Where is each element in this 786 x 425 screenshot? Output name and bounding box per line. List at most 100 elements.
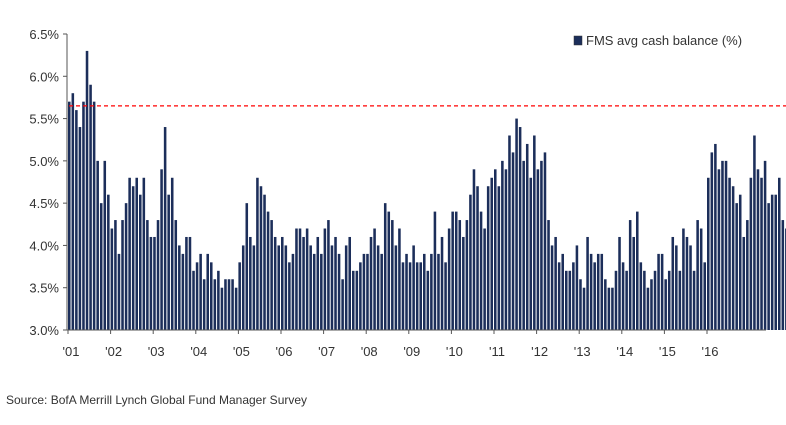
bar xyxy=(391,220,394,330)
x-tick-label: '03 xyxy=(148,344,165,359)
bar xyxy=(117,253,121,330)
bar xyxy=(344,245,348,330)
bar xyxy=(398,228,401,330)
bar xyxy=(675,245,678,330)
bar xyxy=(75,110,78,330)
bar xyxy=(355,270,359,330)
bar xyxy=(252,245,256,330)
bar xyxy=(650,279,653,330)
bar xyxy=(561,253,564,330)
bar xyxy=(202,279,206,330)
bar xyxy=(387,211,391,330)
x-tick-label: '01 xyxy=(63,344,80,359)
bar xyxy=(288,262,291,330)
bar xyxy=(639,262,643,330)
bar xyxy=(458,220,462,330)
y-tick-label: 6.5% xyxy=(29,27,59,42)
bar xyxy=(479,211,483,330)
bar xyxy=(682,228,685,330)
bar xyxy=(671,236,675,330)
bar xyxy=(103,160,107,330)
bar xyxy=(547,220,550,330)
bar xyxy=(362,253,366,330)
bar xyxy=(536,169,540,330)
bar xyxy=(657,253,660,330)
x-tick-label: '07 xyxy=(318,344,335,359)
y-tick-label: 4.5% xyxy=(29,196,59,211)
legend-label: FMS avg cash balance (%) xyxy=(586,33,742,48)
bar xyxy=(781,220,785,330)
bars-group xyxy=(68,50,786,331)
bar xyxy=(636,211,639,330)
bar xyxy=(327,220,330,330)
bar xyxy=(401,262,405,330)
bar xyxy=(643,270,646,330)
x-tick-label: '09 xyxy=(403,344,420,359)
bar xyxy=(277,245,280,330)
bar xyxy=(213,279,217,330)
bar xyxy=(92,101,96,330)
bar xyxy=(628,220,632,330)
bar xyxy=(550,245,554,330)
bar xyxy=(312,253,316,330)
bar xyxy=(646,287,650,330)
bar xyxy=(146,220,149,330)
bar xyxy=(501,160,504,330)
bar xyxy=(82,101,85,330)
bar xyxy=(735,203,738,330)
bar xyxy=(440,236,444,330)
y-tick-label: 3.5% xyxy=(29,281,59,296)
bar xyxy=(724,160,728,330)
bar xyxy=(156,220,160,330)
bar xyxy=(447,228,451,330)
bar xyxy=(469,194,472,330)
bar xyxy=(199,253,202,330)
bar xyxy=(394,245,398,330)
x-tick-label: '06 xyxy=(276,344,293,359)
bar xyxy=(618,236,621,330)
bar xyxy=(504,169,508,330)
bar xyxy=(579,279,582,330)
x-tick-label: '05 xyxy=(233,344,250,359)
bar xyxy=(369,236,373,330)
bar xyxy=(142,177,146,330)
x-tick-label: '14 xyxy=(616,344,633,359)
bar xyxy=(348,236,351,330)
bar xyxy=(128,177,131,330)
bar xyxy=(298,228,302,330)
bar xyxy=(462,236,465,330)
bar xyxy=(131,186,135,330)
bar xyxy=(774,194,777,330)
bar xyxy=(760,177,763,330)
bar xyxy=(305,228,309,330)
bar xyxy=(582,287,586,330)
bar xyxy=(149,236,153,330)
bar xyxy=(554,236,557,330)
bar xyxy=(284,245,288,330)
bar xyxy=(309,245,312,330)
bar xyxy=(302,236,305,330)
bar xyxy=(99,203,103,330)
bar xyxy=(557,262,561,330)
x-axis: '01 '02 '03 '04 '05 '06 '07 '08 '09 '10 '11 '12 '13 '… xyxy=(63,329,766,359)
bar xyxy=(565,270,568,330)
bar xyxy=(604,279,607,330)
bar xyxy=(185,236,188,330)
bar xyxy=(419,262,422,330)
bar xyxy=(291,253,295,330)
bar xyxy=(323,228,327,330)
x-tick-label: '12 xyxy=(531,344,548,359)
bar xyxy=(195,262,199,330)
x-tick-label: '11 xyxy=(489,344,505,359)
bar xyxy=(71,93,75,330)
bar xyxy=(444,262,447,330)
bar xyxy=(174,220,178,330)
bar xyxy=(135,177,138,330)
bar xyxy=(494,169,497,330)
bar xyxy=(383,203,387,330)
bar xyxy=(245,203,249,330)
y-tick-label: 4.0% xyxy=(29,238,59,253)
bar xyxy=(753,135,756,330)
bar xyxy=(465,220,469,330)
x-tick-label: '08 xyxy=(361,344,378,359)
